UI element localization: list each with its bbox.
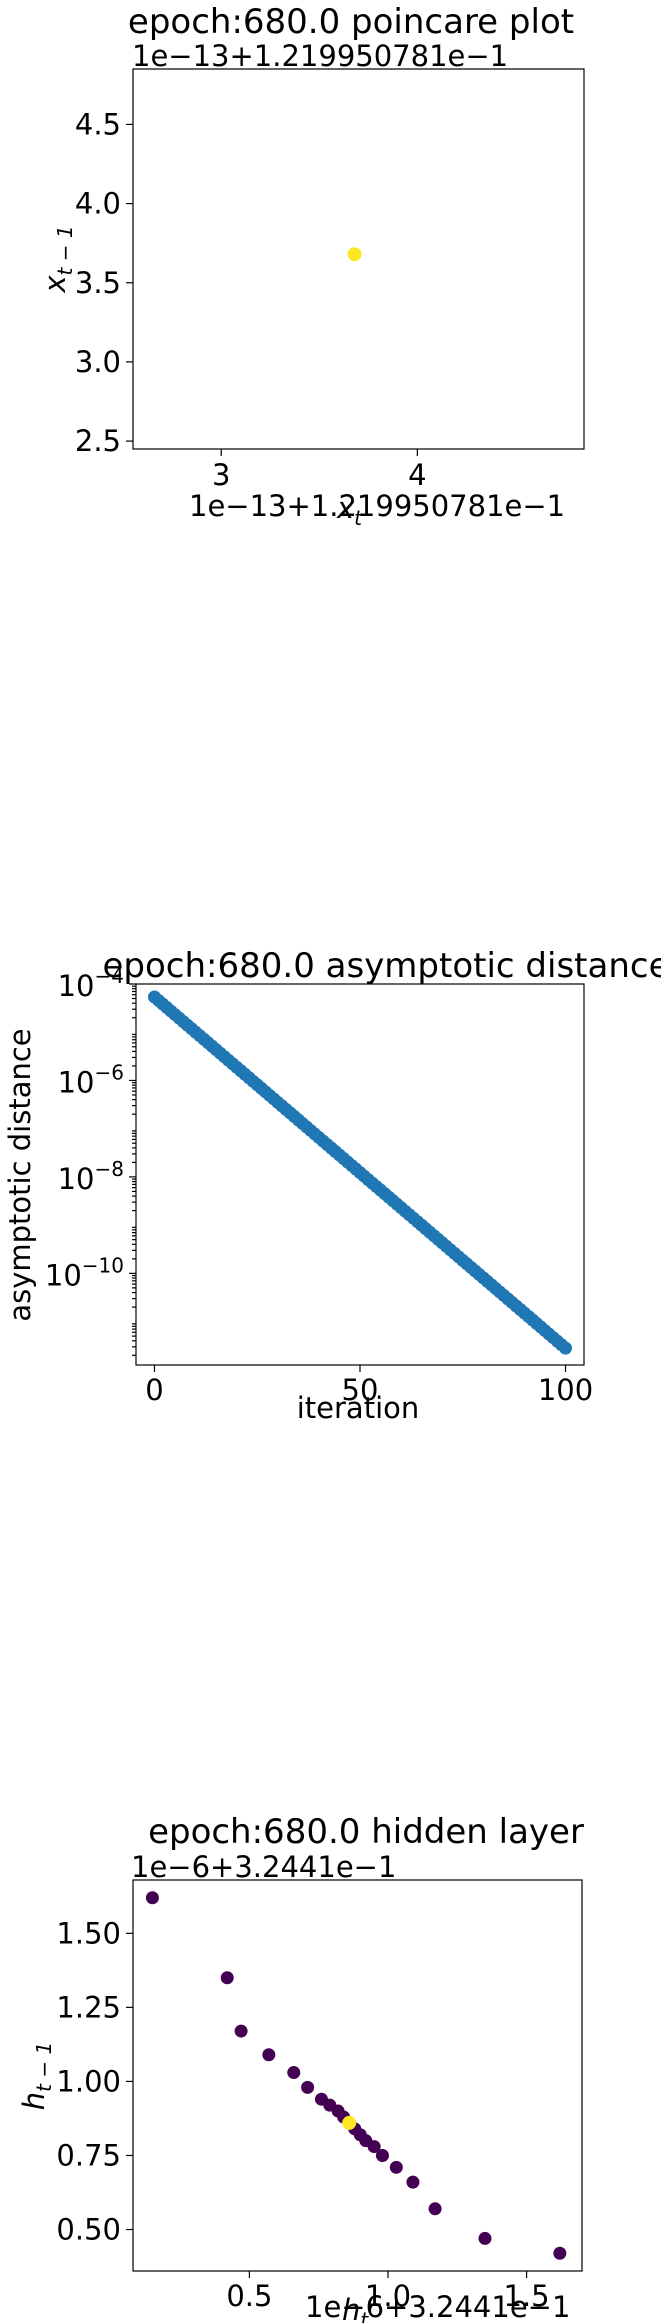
x-offset-label: 1e−13+1.219950781e−1	[189, 489, 565, 523]
poincare-plot-chart: epoch:680.0 poincare plot 1e−13+1.219950…	[38, 2, 585, 530]
y-offset-label: 1e−6+3.2441e−1	[131, 1850, 396, 1884]
x-axis-label: xt	[336, 491, 363, 530]
x-tick-label: 4	[408, 458, 426, 492]
x-offset-label: 1e−6+3.2441e−1	[305, 2290, 570, 2323]
chart-title: epoch:680.0 hidden layer	[148, 1812, 584, 1852]
scatter-point	[375, 2148, 389, 2162]
scatter-point	[367, 2140, 381, 2154]
x-tick-label: 0.5	[226, 2279, 272, 2313]
y-tick-label: 4.0	[75, 187, 121, 221]
x-tick-label: 50	[342, 1373, 379, 1407]
y-axis-label: xt − 1	[38, 225, 77, 293]
y-tick-label: 2.5	[75, 424, 121, 458]
scatter-point	[145, 1891, 159, 1905]
scatter-point	[262, 2048, 276, 2062]
scatter-point	[234, 2024, 248, 2038]
asymptotic-distance-chart: epoch:680.0 asymptotic distance 10−4 10−6…	[3, 946, 661, 1425]
y-tick-label: 4.5	[75, 107, 121, 141]
chart-title: epoch:680.0 asymptotic distance	[103, 946, 661, 986]
x-tick-label: 3	[212, 458, 230, 492]
x-tick-label: 100	[538, 1373, 593, 1407]
scatter-point	[301, 2080, 315, 2094]
plot-area	[135, 983, 585, 1366]
scatter-point	[389, 2160, 403, 2174]
scatter-point	[220, 1971, 234, 1985]
y-tick-label: 10−4	[58, 964, 124, 1003]
scatter-point	[347, 247, 362, 262]
y-tick-label: 10−8	[58, 1157, 124, 1196]
y-tick-label: 3.5	[75, 266, 121, 300]
x-tick-label: 1.0	[365, 2279, 411, 2313]
scatter-point	[287, 2066, 301, 2080]
y-tick-label: 3.0	[75, 345, 121, 379]
chart-title: epoch:680.0 poincare plot	[128, 2, 574, 42]
scatter-point	[428, 2202, 442, 2216]
scatter-point	[406, 2175, 420, 2189]
highlighted-scatter-point	[342, 2115, 357, 2130]
y-tick-label: 1.00	[56, 2064, 121, 2098]
scatter-point	[478, 2231, 492, 2245]
scatter-point	[553, 2246, 567, 2260]
x-tick-label: 1.5	[504, 2279, 550, 2313]
y-tick-label: 0.75	[56, 2138, 121, 2172]
plot-area	[132, 68, 585, 450]
hidden-layer-chart: epoch:680.0 hidden layer 1e−6+3.2441e−1 …	[17, 1812, 584, 2323]
y-tick-label: 1.25	[56, 1990, 121, 2024]
plot-area	[132, 1879, 583, 2272]
y-axis-label: ht − 1	[17, 2042, 56, 2110]
y-offset-label: 1e−13+1.219950781e−1	[132, 39, 508, 73]
x-axis-label: iteration	[297, 1391, 420, 1425]
x-tick-label: 0	[145, 1373, 163, 1407]
y-tick-label: 10−10	[45, 1253, 124, 1292]
y-axis-label: asymptotic distance	[3, 1028, 37, 1321]
y-tick-label: 0.50	[56, 2213, 121, 2247]
y-tick-label: 1.50	[56, 1916, 121, 1950]
scatter-point	[559, 1341, 573, 1355]
y-tick-label: 10−6	[58, 1060, 124, 1099]
